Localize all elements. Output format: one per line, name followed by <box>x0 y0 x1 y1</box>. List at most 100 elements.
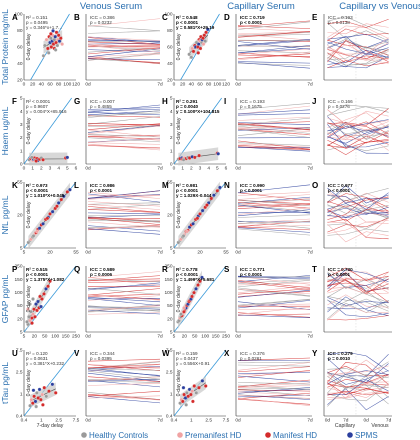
data-point <box>216 151 221 156</box>
trajectory-line <box>87 394 161 401</box>
panel-stat: ICC = 0.376 <box>240 351 265 356</box>
x-tick-label: 60 <box>47 82 53 88</box>
x-tick-label: 6 <box>75 166 78 172</box>
data-point <box>48 279 52 284</box>
trajectory-line <box>87 287 161 295</box>
trajectory-line <box>237 31 311 36</box>
trajectory-line <box>87 115 161 118</box>
trajectory-line <box>237 123 311 131</box>
trajectory-line <box>237 41 311 50</box>
trajectory-line <box>327 362 389 385</box>
panel-stat: ICC = 0.193 <box>328 15 353 20</box>
trajectory-line <box>237 202 311 209</box>
x-tick-label: 250 <box>222 334 230 340</box>
trajectory-line <box>87 309 161 313</box>
data-point <box>179 312 183 317</box>
trajectory-line <box>327 117 389 131</box>
data-point <box>205 27 210 32</box>
y-tick-label: 150 <box>164 277 172 283</box>
panel-stat: R² = 0.120 <box>26 351 48 356</box>
x-tick-label: 0 <box>23 166 26 172</box>
x-tick-label: 2 <box>190 166 193 172</box>
y-tick-label: 100 <box>14 290 22 296</box>
data-point <box>39 397 43 402</box>
trajectory-line <box>87 41 161 45</box>
panel-stat: p < 0.0001 <box>240 20 263 25</box>
legend-marker <box>347 432 353 438</box>
y-tick-label: 3 <box>20 122 23 128</box>
trajectory-line <box>237 226 311 231</box>
panel-letter: E <box>312 13 318 22</box>
data-point <box>59 197 64 202</box>
data-point <box>41 157 45 162</box>
panel-stat: y = 0.004*X+85.916 <box>26 109 67 114</box>
trajectory-line <box>237 397 311 406</box>
y-tick-label: 100 <box>14 12 22 18</box>
data-point <box>26 307 30 311</box>
panel-stat: ICC = 0.386 <box>90 15 115 20</box>
trajectory-line <box>87 226 161 228</box>
panel-stat: R² = 0.981 <box>176 183 198 188</box>
y-tick-label: 0 <box>170 162 173 168</box>
trajectory-line <box>237 306 311 315</box>
y-tick-label: 100 <box>164 290 172 296</box>
trajectory-line <box>237 204 311 212</box>
trajectory-line <box>87 288 161 296</box>
panel-letter: S <box>224 265 230 274</box>
trajectory-line <box>237 103 311 110</box>
trajectory-line <box>87 37 161 45</box>
x-tick-label: 7d <box>157 250 163 256</box>
trajectory-line <box>237 364 311 367</box>
data-point <box>38 294 42 299</box>
panel-stat: p = 0.0040 <box>176 104 199 109</box>
x-axis-title: 7-day delay <box>37 423 64 429</box>
x-tick-label: 0 <box>173 82 176 88</box>
trajectory-line <box>237 116 311 121</box>
x-tick-label: 2.5 <box>55 418 62 424</box>
data-point <box>204 30 208 35</box>
data-point <box>28 403 32 408</box>
x-tick-label: 0 <box>23 82 26 88</box>
x-tick-label: 7d <box>307 250 313 256</box>
y-axis-title: 0-day delay <box>176 33 182 60</box>
trajectory-line <box>87 138 161 143</box>
x-tick-label: 0d <box>85 82 91 88</box>
data-point <box>197 153 201 158</box>
data-point <box>53 34 58 39</box>
panel-letter: M <box>162 181 169 190</box>
x-tick-label: 60 <box>197 82 203 88</box>
data-point <box>42 292 46 296</box>
x-tick-label: 7d <box>307 166 313 172</box>
panel-stat: R² = 0.151 <box>26 15 48 20</box>
data-point <box>191 399 195 404</box>
trajectory-line <box>87 43 161 49</box>
panel-letter: Q <box>74 265 80 274</box>
y-tick-label: 150 <box>14 277 22 283</box>
trajectory-line <box>87 390 161 397</box>
trajectory-line <box>237 300 311 309</box>
trajectory-line <box>87 204 161 210</box>
x-tick-label: 4 <box>57 166 60 172</box>
trajectory-line <box>327 217 389 238</box>
legend-item: Healthy Controls <box>81 431 148 440</box>
data-point <box>192 290 196 295</box>
trajectory-line <box>327 373 389 394</box>
data-point <box>200 379 205 383</box>
trajectory-line <box>87 370 161 380</box>
panel-stat: ICC = 0.730 <box>328 267 353 272</box>
x-tick-label: 3 <box>49 166 52 172</box>
trajectory-line <box>87 110 161 116</box>
x-tick-label: 80 <box>56 82 62 88</box>
data-point <box>182 392 186 397</box>
data-point <box>201 42 206 46</box>
data-point <box>40 297 44 301</box>
trajectory-line <box>237 278 311 284</box>
panel-letter: R <box>162 265 168 274</box>
panel-letter: F <box>12 97 17 106</box>
y-tick-label: 20 <box>167 78 173 84</box>
